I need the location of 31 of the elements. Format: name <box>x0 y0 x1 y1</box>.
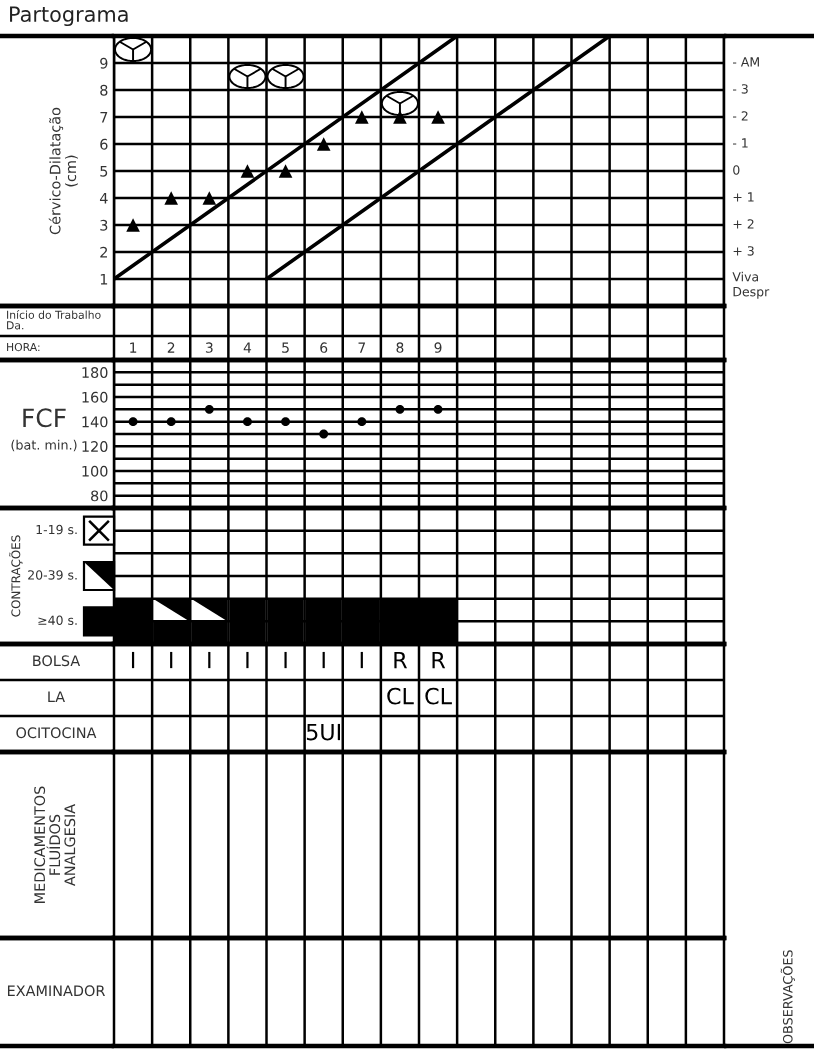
text: R <box>432 651 446 669</box>
point <box>166 417 176 427</box>
text: I <box>322 651 325 669</box>
point <box>202 191 217 205</box>
text: R <box>394 651 408 669</box>
point <box>281 417 291 427</box>
point <box>355 110 369 124</box>
point <box>242 417 252 427</box>
text: I <box>246 651 249 669</box>
text: I <box>360 651 363 669</box>
point <box>240 164 255 178</box>
point <box>395 404 405 414</box>
point <box>357 417 367 427</box>
point <box>316 137 331 151</box>
point <box>278 164 293 178</box>
text: I <box>131 651 135 669</box>
point <box>204 404 214 414</box>
point <box>393 110 407 124</box>
point <box>164 191 178 205</box>
text: I <box>284 651 287 669</box>
text: CL <box>387 687 414 705</box>
text: I <box>208 651 211 669</box>
point <box>433 404 443 414</box>
point <box>431 110 445 124</box>
text: I <box>170 651 173 669</box>
point <box>126 218 140 232</box>
text: CL <box>425 687 452 705</box>
point <box>128 417 138 427</box>
text: 5UI <box>306 723 340 741</box>
chart-title: Partograma <box>10 6 128 27</box>
point <box>319 429 329 439</box>
